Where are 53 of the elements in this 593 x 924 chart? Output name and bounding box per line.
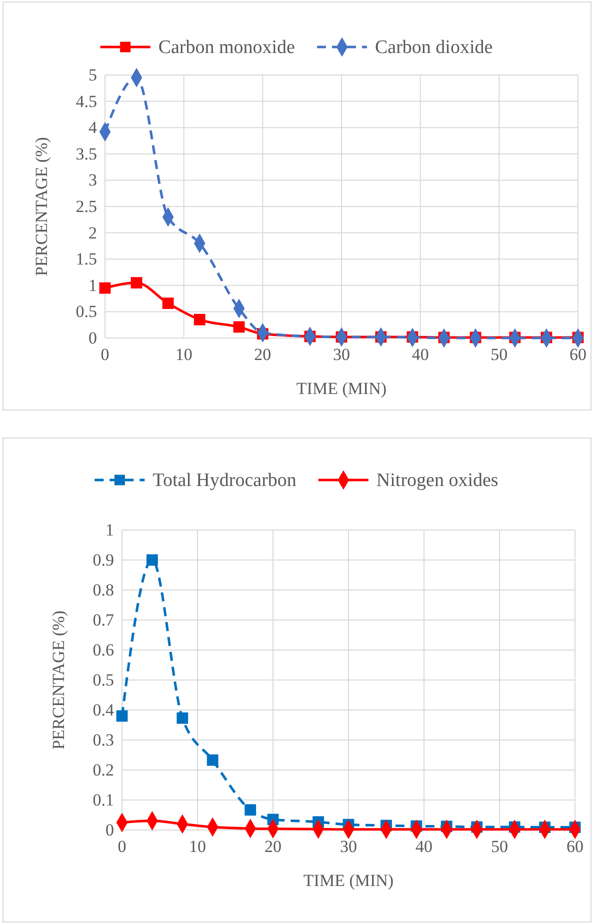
point <box>176 712 188 724</box>
y-tick-label: 0.4 <box>92 700 114 720</box>
x-tick-label: 60 <box>570 345 586 364</box>
point <box>206 754 218 766</box>
y-tick-label: 5 <box>88 65 97 84</box>
y-tick-label: 0.6 <box>92 640 114 660</box>
point <box>116 710 128 722</box>
x-axis-title: TIME (MIN) <box>296 379 387 398</box>
y-tick-label: 2 <box>88 223 97 242</box>
x-tick-label: 50 <box>491 837 508 856</box>
y-tick-label: 1.5 <box>76 250 97 269</box>
y-tick-label: 0.9 <box>92 550 114 570</box>
x-tick-label: 10 <box>189 837 206 856</box>
point <box>130 277 142 288</box>
point <box>244 804 256 816</box>
y-tick-label: 3 <box>88 170 97 190</box>
y-tick-label: 0.2 <box>92 760 114 780</box>
y-tick-label: 2.5 <box>76 196 97 216</box>
y-tick-label: 3.5 <box>76 144 97 164</box>
y-tick-label: 0.7 <box>92 610 114 630</box>
y-tick-label: 0 <box>88 328 97 348</box>
x-axis-title: TIME (MIN) <box>303 871 394 890</box>
y-tick-label: 4 <box>88 118 98 138</box>
y-tick-label: 4.5 <box>76 92 97 111</box>
legend-label: Carbon monoxide <box>158 37 295 58</box>
x-tick-label: 0 <box>118 837 126 856</box>
x-tick-label: 40 <box>412 345 429 364</box>
legend-label: Nitrogen oxides <box>376 470 498 491</box>
x-tick-label: 50 <box>490 345 508 364</box>
y-axis-title: PERCENTAGE (%) <box>32 137 51 276</box>
x-tick-label: 40 <box>416 837 432 856</box>
point <box>146 554 158 566</box>
y-tick-label: 0.5 <box>76 302 97 322</box>
y-tick-label: 0.3 <box>92 730 114 750</box>
point <box>162 298 174 309</box>
y-tick-label: 1 <box>106 520 114 540</box>
point <box>233 321 245 333</box>
x-tick-label: 20 <box>264 837 282 856</box>
y-tick-label: 0.8 <box>92 580 114 600</box>
point <box>99 282 111 294</box>
y-tick-label: 0.1 <box>92 790 114 810</box>
y-tick-label: 1 <box>88 276 97 295</box>
x-tick-label: 30 <box>340 837 357 856</box>
y-tick-label: 0.5 <box>92 670 114 690</box>
legend-label: Carbon dioxide <box>375 37 493 58</box>
y-axis-title: PERCENTAGE (%) <box>49 610 68 750</box>
x-tick-label: 20 <box>254 345 272 364</box>
x-tick-label: 10 <box>175 345 192 364</box>
y-tick-label: 0 <box>106 820 114 840</box>
legend-label: Total Hydrocarbon <box>152 470 297 491</box>
x-tick-label: 60 <box>566 837 584 856</box>
x-tick-label: 30 <box>333 345 350 364</box>
point <box>194 314 206 326</box>
